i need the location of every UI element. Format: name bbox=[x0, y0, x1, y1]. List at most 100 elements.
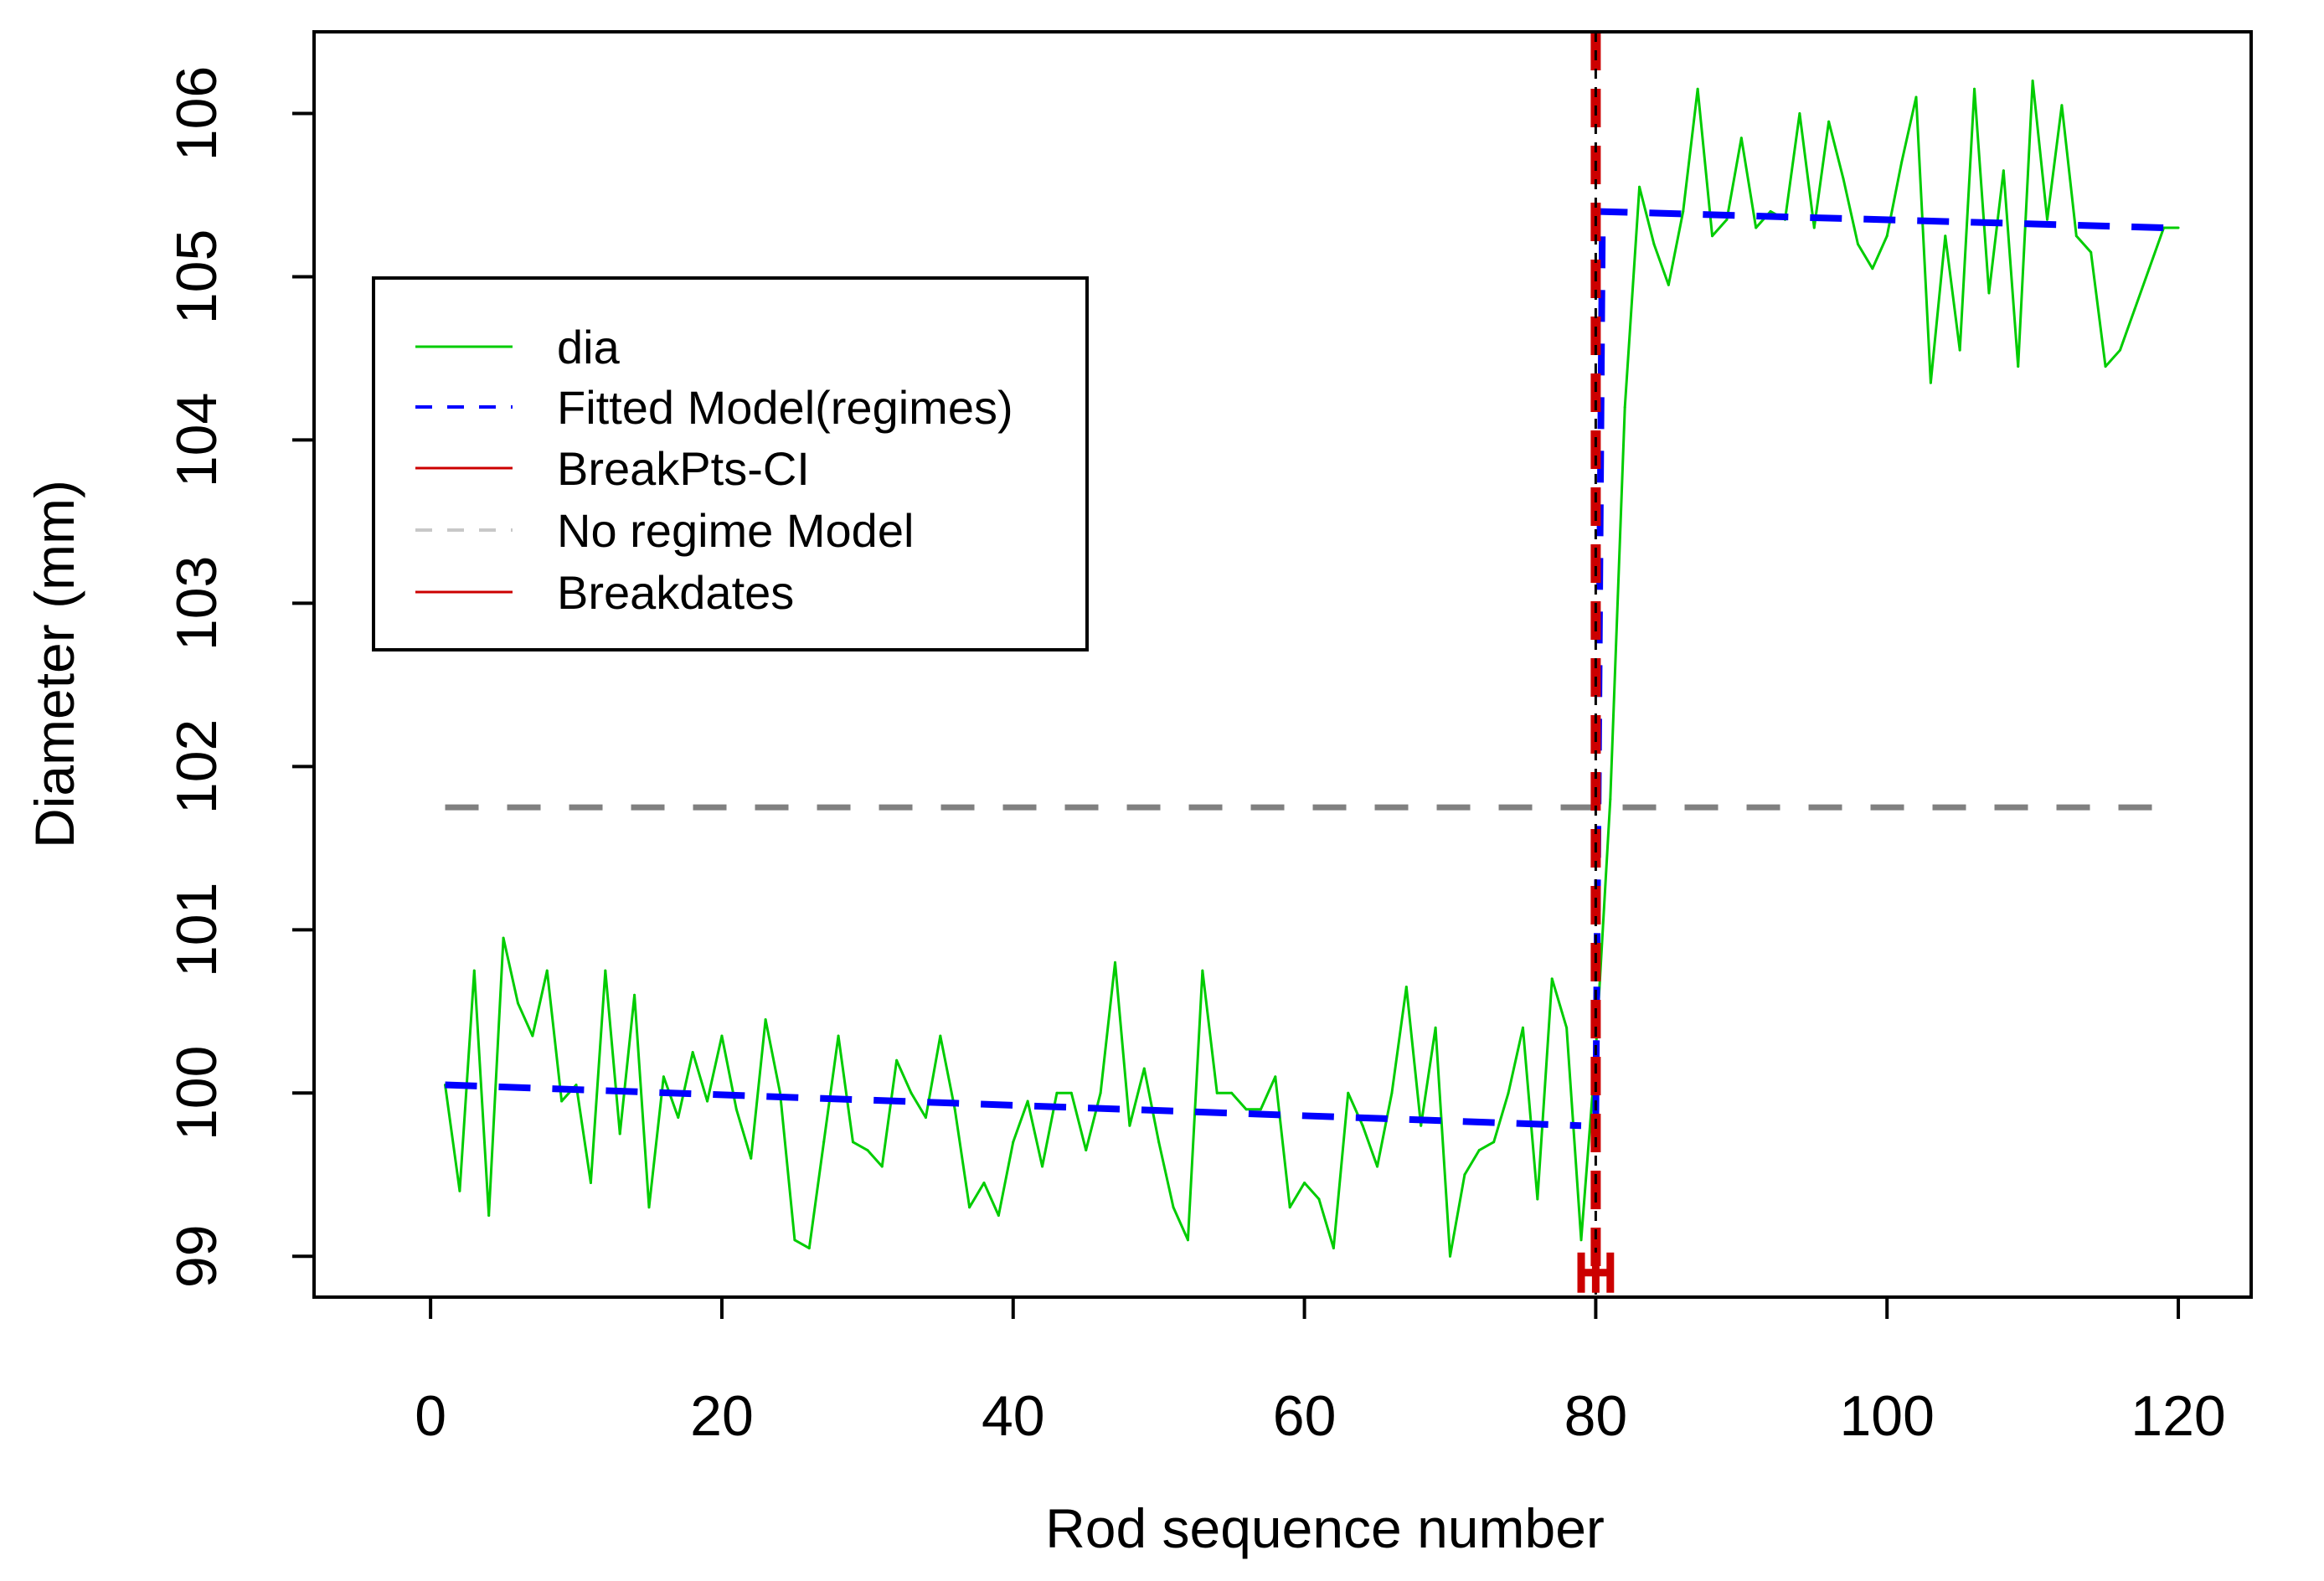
dia-point bbox=[677, 1116, 680, 1120]
legend: dia Fitted Model(regimes) BreakPts-CI No… bbox=[372, 276, 1089, 651]
dia-point bbox=[1739, 136, 1743, 140]
dia-point bbox=[1085, 1149, 1088, 1152]
y-tick-label: 100 bbox=[165, 1046, 229, 1141]
dia-point bbox=[968, 1206, 971, 1209]
dia-point bbox=[691, 1051, 694, 1054]
dia-point bbox=[924, 1116, 927, 1120]
dia-point bbox=[1186, 1239, 1189, 1242]
dia-point bbox=[647, 1206, 651, 1209]
x-tick-label: 120 bbox=[2131, 1384, 2225, 1448]
dia-point bbox=[2118, 348, 2121, 352]
dia-point bbox=[1711, 234, 1714, 238]
dia-point bbox=[1900, 161, 1904, 164]
dia-point bbox=[1638, 185, 1641, 188]
dia-point bbox=[1696, 87, 1699, 90]
dia-point bbox=[837, 1034, 840, 1038]
dia-point bbox=[1274, 1075, 1277, 1079]
dia-point bbox=[1244, 1108, 1248, 1111]
dia-point bbox=[1317, 1197, 1321, 1201]
dia-point bbox=[1507, 1091, 1510, 1094]
dia-point bbox=[1842, 177, 1845, 180]
dia-point bbox=[1798, 111, 1801, 115]
dia-point bbox=[575, 1084, 578, 1087]
dia-point bbox=[2002, 169, 2005, 173]
dia-point bbox=[764, 1018, 767, 1022]
dia-point bbox=[1172, 1206, 1175, 1209]
dia-point bbox=[1536, 1197, 1539, 1201]
dia-point bbox=[604, 969, 607, 972]
dia-point bbox=[720, 1034, 724, 1038]
dia-point bbox=[1230, 1091, 1234, 1094]
dia-point bbox=[1623, 405, 1626, 409]
dia-point bbox=[618, 1132, 621, 1136]
dia-point bbox=[822, 1141, 826, 1144]
y-tick-label: 99 bbox=[165, 1224, 229, 1288]
dia-point bbox=[1259, 1108, 1262, 1111]
dia-point bbox=[662, 1075, 665, 1079]
fitted-segment bbox=[1595, 208, 2164, 231]
x-axis-title: Rod sequence number bbox=[1045, 1497, 1605, 1559]
y-axis: 99 100 101 102 103 104 105 106 bbox=[165, 66, 314, 1288]
dia-point bbox=[633, 993, 636, 996]
legend-label-dia: dia bbox=[557, 321, 621, 373]
dia-point bbox=[880, 1165, 884, 1168]
dia-point bbox=[1827, 120, 1831, 123]
dia-point bbox=[807, 1247, 811, 1250]
dia-point bbox=[1448, 1254, 1451, 1258]
dia-point bbox=[793, 1239, 796, 1242]
y-tick-label: 104 bbox=[165, 393, 229, 487]
dia-point bbox=[487, 1214, 491, 1218]
dia-point bbox=[2104, 365, 2107, 368]
legend-label-breakdates: Breakdates bbox=[557, 566, 794, 619]
dia-point bbox=[1303, 1182, 1306, 1185]
dia-point bbox=[1463, 1173, 1466, 1177]
dia-point bbox=[2090, 250, 2093, 254]
dia-point bbox=[1755, 226, 1758, 229]
dia-point bbox=[1682, 209, 1685, 213]
y-tick-label: 102 bbox=[165, 719, 229, 814]
y-tick-label: 103 bbox=[165, 556, 229, 651]
dia-point bbox=[1521, 1026, 1524, 1029]
dia-point bbox=[502, 936, 505, 940]
dia-point bbox=[1914, 95, 1918, 99]
dia-point bbox=[1987, 291, 1991, 295]
dia-point bbox=[734, 1108, 738, 1111]
dia-point bbox=[1812, 226, 1816, 229]
breakdates-layer bbox=[1577, 32, 1615, 1297]
dia-point bbox=[1973, 87, 1976, 90]
dia-point bbox=[2046, 218, 2049, 221]
dia-point bbox=[458, 1189, 461, 1192]
dia-point bbox=[982, 1182, 986, 1185]
dia-point bbox=[1114, 960, 1117, 964]
dia-point bbox=[1055, 1091, 1059, 1094]
y-tick-label: 105 bbox=[165, 229, 229, 324]
dia-point bbox=[706, 1099, 709, 1103]
dia-point bbox=[516, 1002, 519, 1005]
plot-frame bbox=[312, 30, 2253, 1299]
dia-point bbox=[1390, 1091, 1394, 1094]
dia-point bbox=[1128, 1124, 1131, 1127]
dia-point bbox=[1404, 986, 1408, 989]
fitted-segment bbox=[445, 1081, 1582, 1130]
dia-point bbox=[1492, 1141, 1496, 1144]
dia-point bbox=[2017, 365, 2020, 368]
y-tick-label: 101 bbox=[165, 883, 229, 977]
dia-point bbox=[1026, 1099, 1029, 1103]
dia-point bbox=[1012, 1141, 1015, 1144]
dia-point bbox=[2177, 226, 2180, 229]
dia-point bbox=[1361, 1124, 1364, 1127]
dia-point bbox=[2074, 234, 2078, 238]
dia-point bbox=[1069, 1091, 1073, 1094]
dia-point bbox=[560, 1099, 564, 1103]
dia-point bbox=[1958, 348, 1961, 352]
dia-point bbox=[1856, 242, 1859, 245]
dia-point bbox=[851, 1141, 854, 1144]
x-tick-label: 80 bbox=[1564, 1384, 1628, 1448]
dia-point bbox=[939, 1034, 942, 1038]
dia-point bbox=[1725, 218, 1729, 221]
x-tick-label: 20 bbox=[690, 1384, 754, 1448]
x-tick-label: 0 bbox=[415, 1384, 446, 1448]
dia-point bbox=[1288, 1206, 1291, 1209]
legend-label-noregime: No regime Model bbox=[557, 504, 914, 557]
